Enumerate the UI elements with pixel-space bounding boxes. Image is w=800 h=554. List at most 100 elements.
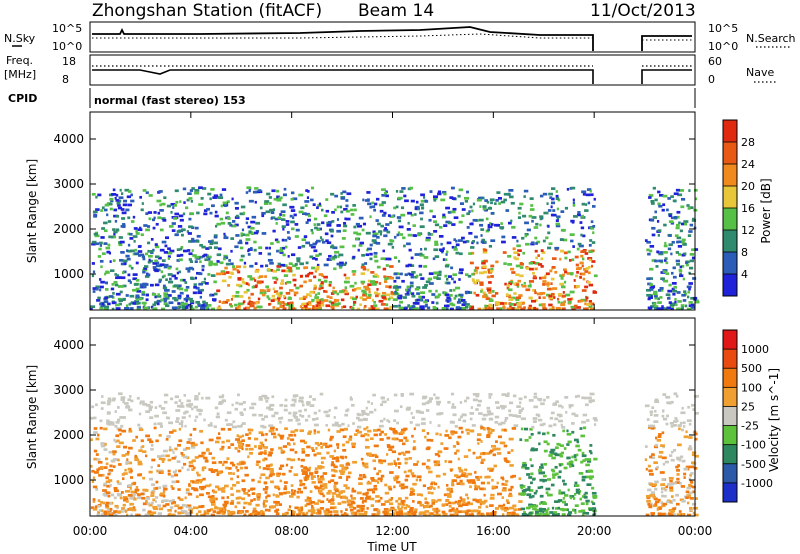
scatter-cell bbox=[144, 275, 150, 278]
scatter-cell bbox=[161, 217, 166, 220]
scatter-cell bbox=[137, 254, 142, 257]
scatter-cell bbox=[161, 259, 166, 262]
scatter-cell bbox=[644, 404, 650, 408]
scatter-cell bbox=[272, 269, 277, 273]
scatter-cell bbox=[194, 260, 198, 264]
scatter-cell bbox=[211, 204, 215, 208]
scatter-cell bbox=[648, 469, 653, 473]
scatter-cell bbox=[470, 509, 475, 513]
scatter-cell bbox=[124, 188, 130, 192]
scatter-cell bbox=[540, 501, 544, 504]
scatter-cell bbox=[371, 283, 377, 286]
scatter-cell bbox=[142, 502, 147, 506]
scatter-cell bbox=[166, 204, 172, 208]
scatter-cell bbox=[200, 513, 205, 517]
scatter-cell bbox=[369, 488, 374, 492]
scatter-cell bbox=[688, 495, 691, 499]
scatter-cell bbox=[561, 294, 567, 298]
scatter-cell bbox=[192, 427, 197, 431]
scatter-cell bbox=[660, 483, 665, 487]
scatter-cell bbox=[378, 299, 384, 303]
scatter-cell bbox=[167, 458, 172, 462]
scatter-cell bbox=[590, 264, 594, 268]
scatter-cell bbox=[646, 496, 651, 500]
scatter-cell bbox=[312, 418, 316, 421]
scatter-cell bbox=[201, 468, 205, 472]
scatter-cell bbox=[263, 289, 266, 293]
scatter-cell bbox=[532, 477, 535, 481]
scatter-cell bbox=[491, 485, 496, 489]
scatter-cell bbox=[353, 506, 357, 510]
scatter-cell bbox=[452, 207, 457, 211]
scatter-cell bbox=[384, 280, 388, 284]
scatter-cell bbox=[105, 476, 109, 480]
scatter-cell bbox=[405, 439, 409, 442]
scatter-cell bbox=[340, 192, 343, 195]
scatter-cell bbox=[447, 488, 452, 492]
scatter-cell bbox=[157, 512, 163, 515]
scatter-cell bbox=[258, 189, 262, 192]
scatter-cell bbox=[672, 292, 676, 296]
scatter-cell bbox=[177, 302, 181, 305]
scatter-cell bbox=[141, 445, 145, 448]
scatter-cell bbox=[222, 201, 227, 205]
scatter-cell bbox=[542, 192, 548, 196]
scatter-cell bbox=[147, 510, 152, 514]
scatter-cell bbox=[451, 501, 456, 505]
scatter-cell bbox=[476, 241, 479, 245]
scatter-cell bbox=[567, 300, 572, 304]
scatter-cell bbox=[438, 270, 442, 274]
scatter-cell bbox=[339, 290, 345, 293]
scatter-cell bbox=[518, 211, 521, 215]
scatter-cell bbox=[253, 513, 257, 516]
scatter-cell bbox=[286, 437, 290, 440]
scatter-cell bbox=[266, 494, 271, 498]
scatter-cell bbox=[158, 256, 162, 260]
scatter-cell bbox=[585, 499, 590, 503]
scatter-cell bbox=[290, 403, 296, 407]
scatter-cell bbox=[208, 257, 211, 261]
scatter-cell bbox=[542, 510, 545, 514]
scatter-cell bbox=[510, 201, 515, 205]
scatter-cell bbox=[237, 241, 243, 245]
scatter-cell bbox=[387, 242, 393, 246]
scatter-cell bbox=[241, 442, 245, 446]
scatter-cell bbox=[374, 273, 378, 277]
scatter-cell bbox=[264, 200, 270, 203]
scatter-cell bbox=[148, 470, 153, 474]
scatter-cell bbox=[473, 281, 477, 284]
scatter-cell bbox=[272, 306, 276, 309]
scatter-cell bbox=[673, 215, 678, 219]
scatter-cell bbox=[372, 241, 376, 244]
scatter-cell bbox=[248, 189, 251, 193]
scatter-cell bbox=[191, 249, 194, 252]
scatter-cell bbox=[539, 494, 544, 498]
scatter-cell bbox=[674, 234, 679, 238]
scatter-cell bbox=[307, 218, 311, 222]
scatter-cell bbox=[506, 284, 510, 287]
scatter-cell bbox=[694, 454, 699, 458]
scatter-cell bbox=[183, 411, 187, 415]
scatter-cell bbox=[658, 204, 663, 208]
scatter-cell bbox=[407, 211, 412, 215]
scatter-cell bbox=[137, 245, 142, 248]
scatter-cell bbox=[334, 456, 340, 460]
scatter-cell bbox=[383, 417, 386, 421]
scatter-cell bbox=[108, 469, 114, 472]
scatter-cell bbox=[290, 253, 296, 257]
colorbar-tick-label: 8 bbox=[741, 246, 748, 259]
scatter-cell bbox=[390, 290, 394, 294]
scatter-cell bbox=[290, 197, 294, 201]
scatter-cell bbox=[383, 297, 388, 301]
scatter-cell bbox=[437, 450, 441, 453]
scatter-cell bbox=[516, 285, 520, 288]
scatter-cell bbox=[572, 508, 575, 512]
scatter-cell bbox=[437, 192, 442, 196]
scatter-cell bbox=[380, 474, 385, 478]
scatter-cell bbox=[552, 287, 558, 290]
scatter-cell bbox=[535, 222, 539, 226]
scatter-cell bbox=[694, 394, 699, 398]
scatter-cell bbox=[475, 485, 480, 489]
colorbar-tick-label: 25 bbox=[741, 400, 755, 413]
scatter-cell bbox=[298, 210, 304, 214]
